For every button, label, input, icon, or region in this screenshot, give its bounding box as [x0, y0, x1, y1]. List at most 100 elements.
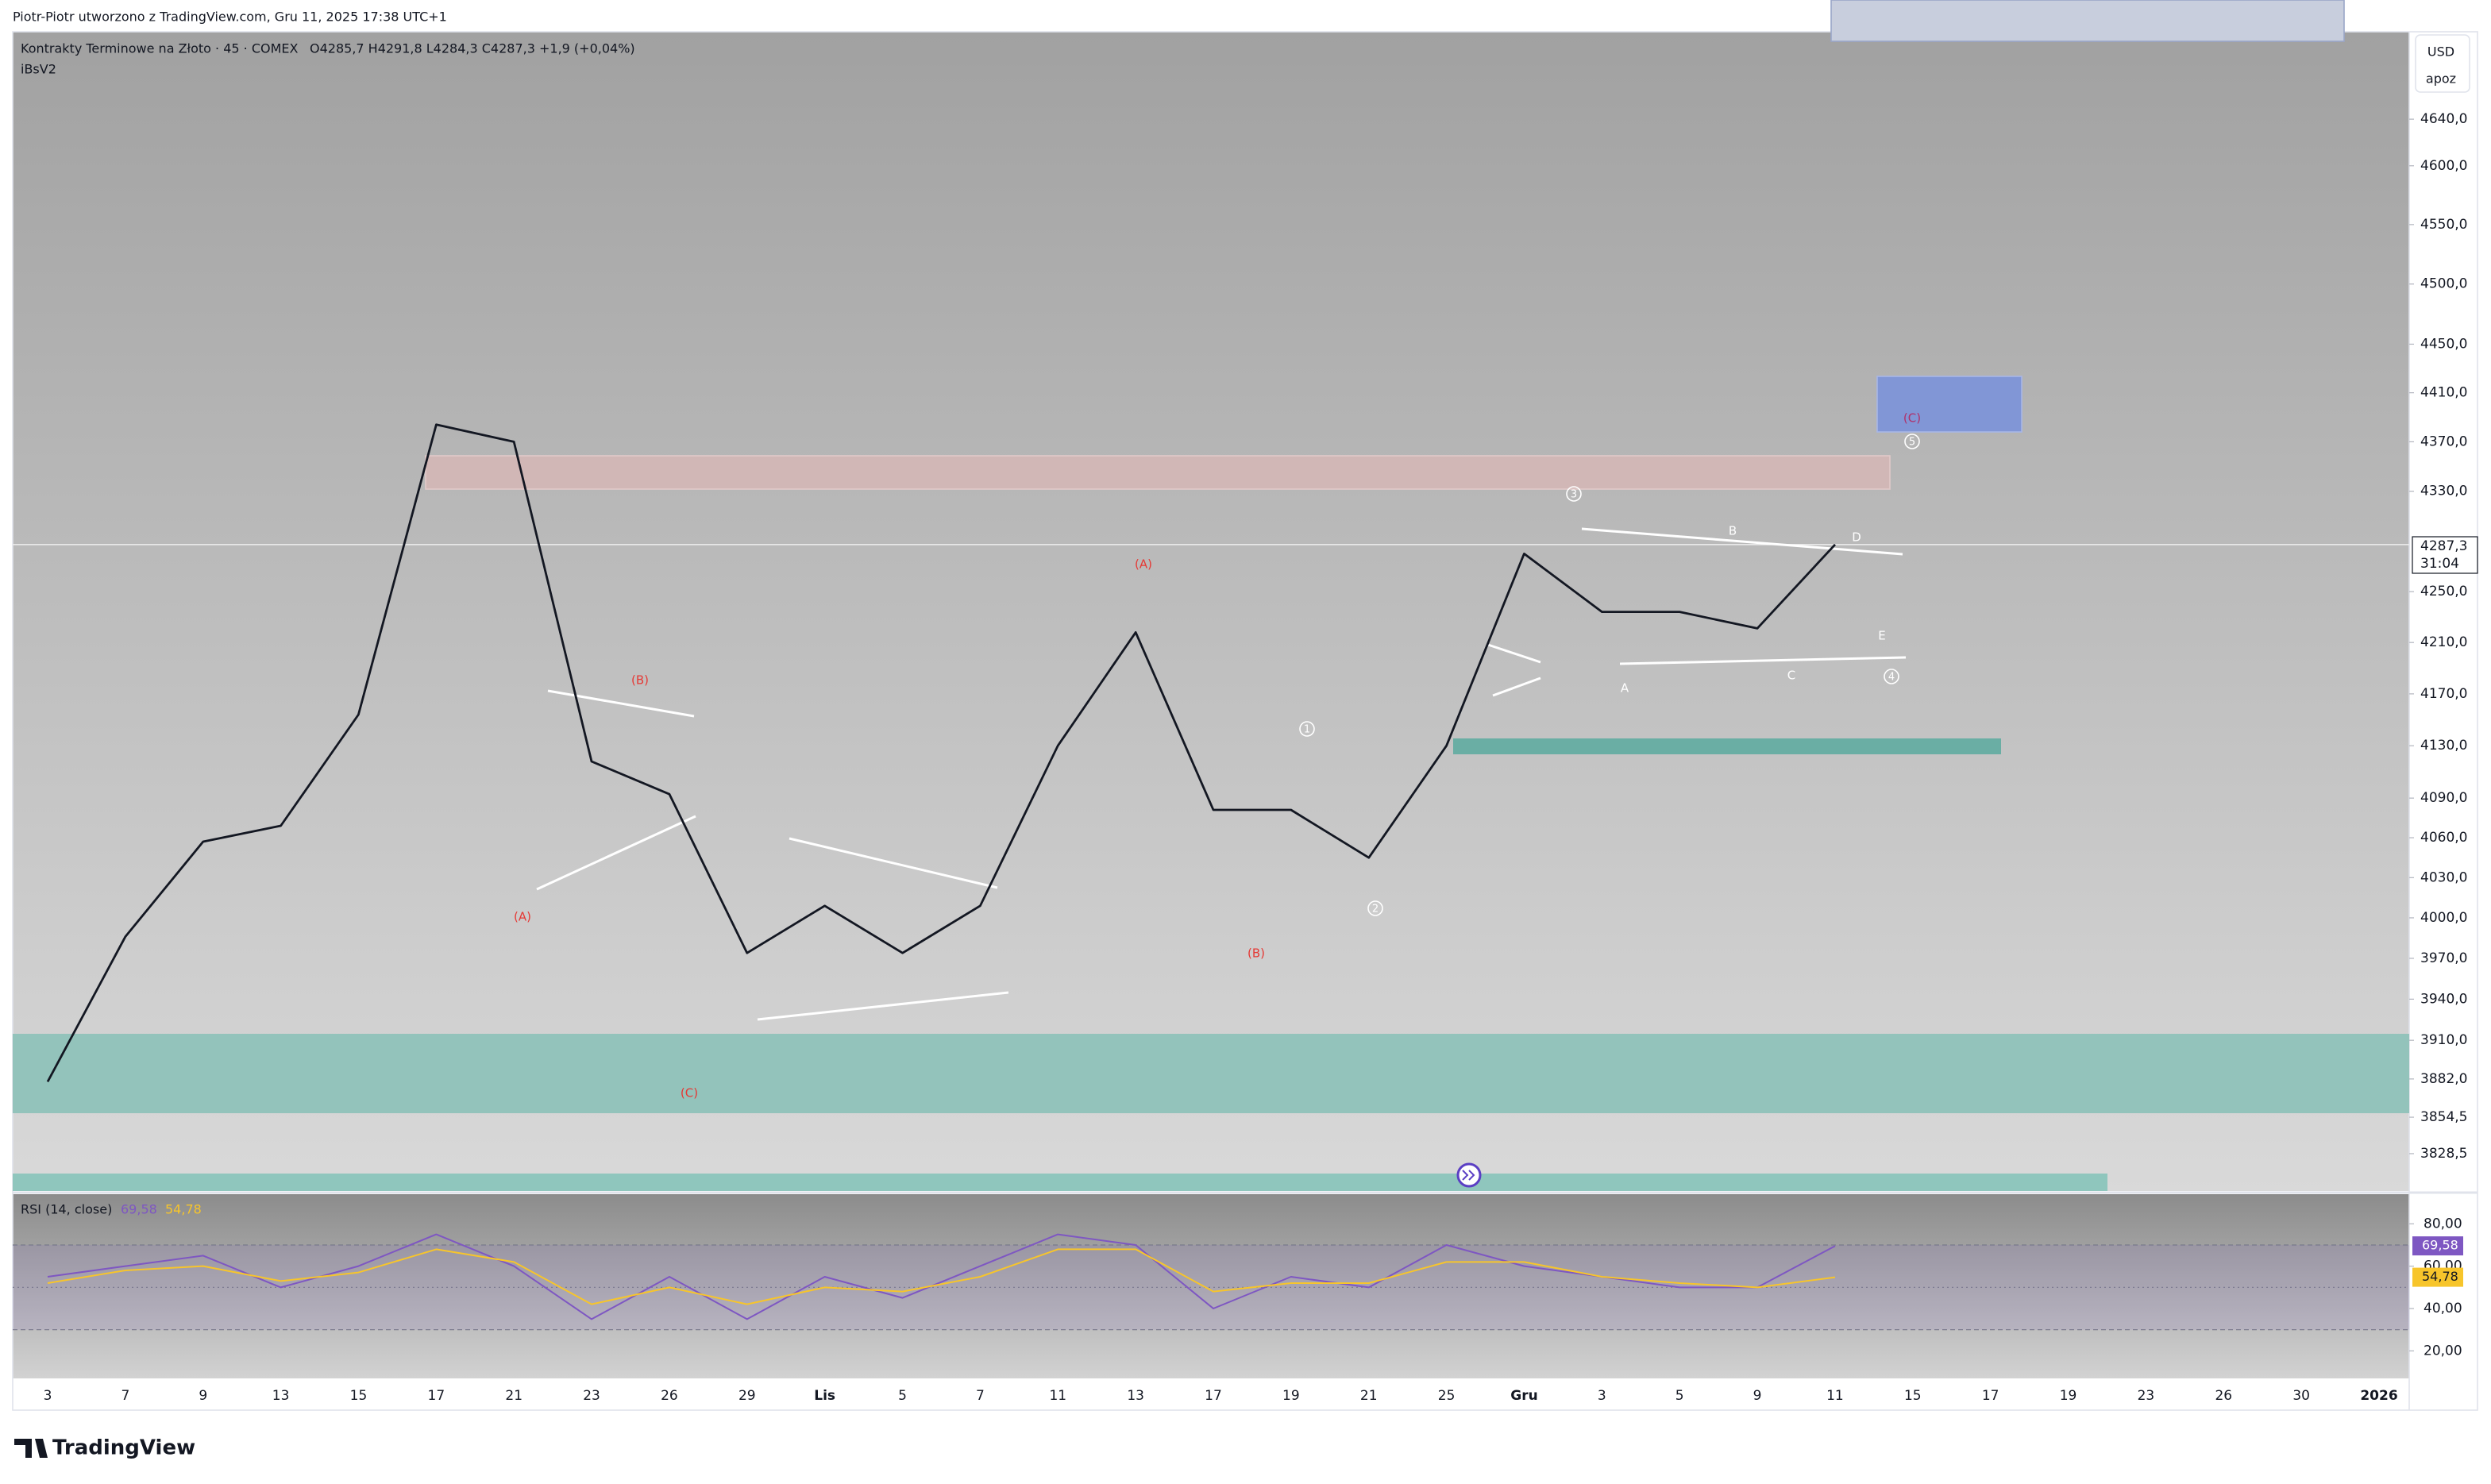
x-tick-label: Lis [814, 1388, 835, 1404]
logo-text: TradingView [52, 1436, 195, 1460]
rsi-band [13, 1245, 2409, 1330]
rsi-tick-label: 80,00 [2424, 1216, 2462, 1232]
x-tick-label: 21 [505, 1388, 522, 1404]
y-tick-label: 4600,0 [2420, 158, 2467, 174]
y-tick-label: 4370,0 [2420, 434, 2467, 449]
wave-label: D [1852, 530, 1861, 545]
price-label: 4287,3 [2420, 538, 2467, 554]
x-tick-label: 13 [1127, 1388, 1144, 1404]
y-tick-label: 4170,0 [2420, 686, 2467, 702]
wave-label: (A) [1135, 557, 1152, 572]
y-tick-label: 3828,5 [2420, 1146, 2467, 1162]
scale-mode: apoz [2426, 71, 2456, 87]
wave-label: (B) [631, 673, 649, 688]
x-tick-label: 23 [583, 1388, 600, 1404]
wave-label: (C) [681, 1086, 698, 1100]
x-tick-label: 5 [1675, 1388, 1684, 1404]
price-label-box [2412, 536, 2478, 574]
wave-label: B [1729, 524, 1737, 538]
wave-circle [1367, 900, 1383, 916]
x-tick-label: 11 [1049, 1388, 1066, 1404]
trendline [1619, 656, 1907, 665]
y-tick-label: 4210,0 [2420, 634, 2467, 650]
y-tick-label: 3910,0 [2420, 1032, 2467, 1048]
x-tick-label: 30 [2292, 1388, 2310, 1404]
wave-label: C [1787, 669, 1795, 683]
y-tick-label: 4410,0 [2420, 385, 2467, 401]
wave-label: 3 [1571, 489, 1577, 501]
rsi-line [47, 1248, 1836, 1305]
trendline [547, 689, 695, 718]
countdown: 31:04 [2420, 556, 2459, 572]
x-tick-label: 7 [976, 1388, 985, 1404]
logo-mark [14, 1439, 48, 1458]
x-tick-label: 17 [1205, 1388, 1222, 1404]
header: Piotr-Piotr utworzono z TradingView.com,… [13, 10, 447, 25]
wave-label: 5 [1909, 437, 1915, 449]
trendline [1581, 527, 1903, 556]
trendline [536, 815, 696, 891]
currency-box [2415, 34, 2470, 93]
wave-label: 2 [1372, 904, 1379, 915]
rsi-tick-label: 40,00 [2424, 1301, 2462, 1316]
zone-bottom-demand [13, 1034, 2409, 1113]
y-tick-label: 4330,0 [2420, 484, 2467, 499]
y-tick-label: 4450,0 [2420, 336, 2467, 352]
rsi-line [47, 1233, 1836, 1320]
trendline [789, 837, 998, 889]
x-tick-label: 15 [1904, 1388, 1922, 1404]
wave-label: (A) [514, 910, 531, 924]
wave-circle [1884, 669, 1899, 684]
y-tick-label: 3854,5 [2420, 1109, 2467, 1125]
x-tick-label: 9 [199, 1388, 207, 1404]
y-tick-label: 4030,0 [2420, 869, 2467, 885]
x-tick-label: 19 [2060, 1388, 2077, 1404]
rsi-legend-value: 69,58 [121, 1202, 157, 1217]
zone-bottom-thin [13, 1174, 2107, 1191]
y-tick-label: 4000,0 [2420, 910, 2467, 926]
y-tick-label: 4130,0 [2420, 738, 2467, 754]
trendline [757, 991, 1009, 1021]
zone-target [1876, 376, 2022, 433]
x-tick-label: 2026 [2360, 1388, 2397, 1404]
wave-label: A [1621, 681, 1629, 696]
y-tick-label: 4060,0 [2420, 830, 2467, 846]
zone-resistance [425, 455, 1891, 490]
wave-label: 4 [1888, 672, 1895, 684]
rsi-legend-value: 54,78 [165, 1202, 202, 1217]
wave-label: E [1878, 629, 1885, 643]
indicator: iBsV2 [21, 62, 56, 77]
rsi-pane [13, 1194, 2409, 1378]
symbol-title: Kontrakty Terminowe na Złoto · 45 · COME… [21, 41, 298, 56]
x-tick-label: 21 [1360, 1388, 1378, 1404]
x-tick-label: 7 [121, 1388, 129, 1404]
rsi-value-label: 69,58 [2422, 1238, 2458, 1253]
price-line [46, 423, 1837, 1083]
zone-top [1830, 0, 2345, 42]
currency: USD [2427, 44, 2454, 60]
wave-circle [1904, 434, 1920, 449]
x-tick-label: 17 [1982, 1388, 1999, 1404]
wave-circle [1566, 486, 1582, 502]
y-tick-label: 4550,0 [2420, 217, 2467, 233]
y-tick-label: 3882,0 [2420, 1071, 2467, 1087]
x-tick-label: 3 [1598, 1388, 1606, 1404]
zone-support [1453, 738, 2001, 754]
x-tick-label: 11 [1826, 1388, 1844, 1404]
wave-label: 1 [1304, 724, 1310, 736]
replay-icon [1456, 1162, 1482, 1188]
rsi-title: RSI (14, close) [21, 1202, 112, 1217]
y-tick-label: 4500,0 [2420, 276, 2467, 292]
x-tick-label: 25 [1438, 1388, 1456, 1404]
trendline [1492, 676, 1541, 697]
x-tick-label: 3 [44, 1388, 52, 1404]
rsi-tick-label: 20,00 [2424, 1343, 2462, 1359]
price-pane [13, 32, 2409, 1191]
x-tick-label: 15 [350, 1388, 368, 1404]
wave-label: (B) [1247, 946, 1265, 961]
y-tick-label: 3970,0 [2420, 950, 2467, 966]
rsi-value-box [2412, 1236, 2463, 1256]
rsi-value-label: 54,78 [2422, 1269, 2458, 1284]
